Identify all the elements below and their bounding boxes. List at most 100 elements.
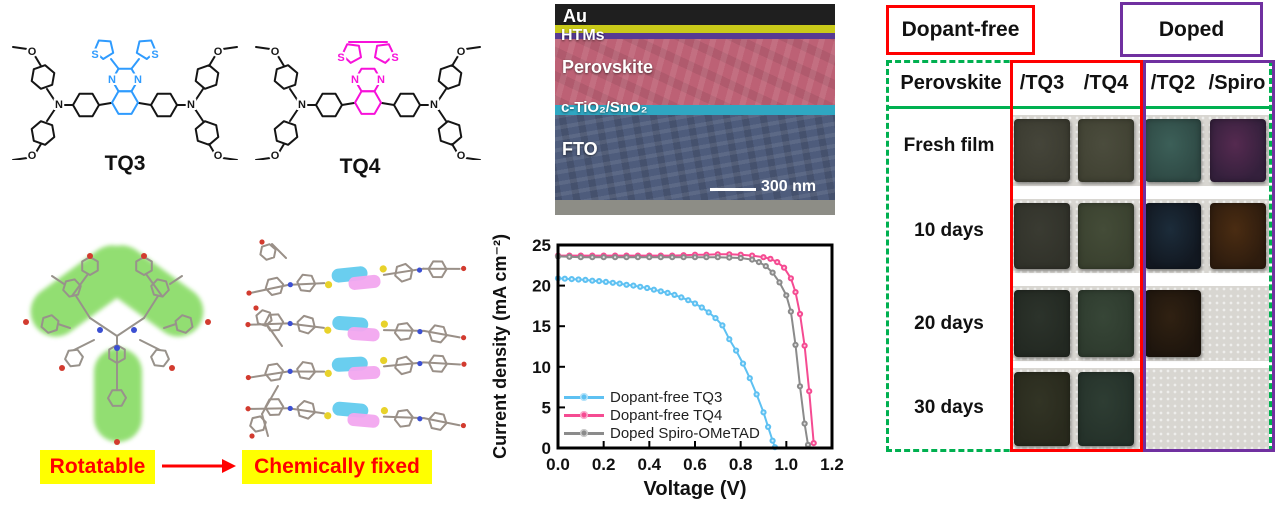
sem-tio2-sno2-layer: [555, 105, 835, 115]
chemically-fixed-label: Chemically fixed: [242, 450, 432, 484]
film-photo: [1210, 119, 1266, 182]
fixed-model: [228, 236, 480, 448]
scale-bar-label: 300 nm: [761, 178, 817, 195]
film-photo: [1014, 290, 1070, 357]
doped-group-box: Doped: [1120, 2, 1263, 57]
svg-text:N: N: [108, 74, 116, 86]
legend-item-tq3: Dopant-free TQ3: [564, 388, 760, 406]
sem-cross-section: Au HTMs Perovskite c-TiO₂/SnO₂ FTO 300 n…: [555, 4, 835, 215]
film-photo: [1145, 119, 1201, 182]
svg-text:S: S: [337, 52, 344, 64]
svg-text:15: 15: [532, 317, 551, 336]
svg-text:S: S: [91, 49, 98, 61]
legend-marker-tq3: [564, 392, 604, 401]
tq4-label: TQ4: [339, 155, 381, 178]
row-label-20days: 20 days: [914, 313, 984, 334]
svg-text:0.6: 0.6: [683, 455, 707, 474]
svg-text:0.8: 0.8: [729, 455, 753, 474]
legend-label-tq4: Dopant-free TQ4: [610, 406, 723, 424]
film-photo: [1014, 203, 1070, 269]
svg-text:0.4: 0.4: [638, 455, 662, 474]
svg-text:25: 25: [532, 236, 551, 255]
rotatable-label: Rotatable: [40, 450, 155, 484]
sem-label-fto: FTO: [562, 139, 598, 159]
tq3-label: TQ3: [104, 152, 146, 175]
svg-text:N: N: [430, 99, 438, 111]
legend-item-tq4: Dopant-free TQ4: [564, 406, 760, 424]
svg-text:O: O: [28, 46, 37, 58]
svg-text:Voltage (V): Voltage (V): [644, 478, 747, 500]
header-perovskite: Perovskite: [900, 72, 1002, 94]
sem-htm-layer: [555, 33, 835, 39]
svg-text:1.0: 1.0: [775, 455, 799, 474]
film-photo: [1014, 119, 1070, 182]
svg-text:O: O: [457, 46, 466, 58]
row-label-10days: 10 days: [914, 220, 984, 241]
svg-text:N: N: [134, 74, 142, 86]
row-label-fresh: Fresh film: [903, 135, 995, 156]
legend-marker-tq4: [564, 410, 604, 419]
svg-text:20: 20: [532, 277, 551, 296]
sem-fto-layer: [555, 115, 835, 200]
header-spiro: /Spiro: [1208, 72, 1266, 94]
svg-text:5: 5: [542, 398, 551, 417]
svg-text:O: O: [271, 46, 280, 58]
legend-marker-spiro: [564, 428, 604, 437]
svg-text:O: O: [28, 150, 37, 160]
photo-row-fresh: [1011, 115, 1269, 186]
film-photo: [1078, 290, 1134, 357]
stacked-molecule-model: [245, 239, 467, 439]
svg-text:O: O: [214, 150, 223, 160]
svg-text:N: N: [187, 99, 195, 111]
photo-row-30days: [1011, 368, 1269, 450]
legend-item-spiro: Doped Spiro-OMeTAD: [564, 424, 760, 442]
header-divider: [889, 106, 1269, 109]
chart-legend: Dopant-free TQ3 Dopant-free TQ4 Doped Sp…: [564, 388, 760, 442]
photo-row-10days: [1011, 199, 1269, 273]
sem-label-tio2-sno2: c-TiO₂/SnO₂: [561, 99, 648, 116]
film-photo: [1078, 119, 1134, 182]
sem-label-htms: HTMs: [561, 27, 605, 44]
film-photo: [1078, 372, 1134, 446]
header-tq2: /TQ2: [1150, 72, 1196, 94]
svg-text:N: N: [351, 74, 359, 86]
sem-bottom-substrate: [555, 200, 835, 215]
row-label-30days: 30 days: [914, 397, 984, 418]
svg-text:Current density (mA cm⁻²): Current density (mA cm⁻²): [490, 234, 510, 459]
stability-panel: Dopant-free Doped Perovskite /TQ3 /TQ4 /…: [886, 2, 1278, 462]
sem-au-layer: [555, 25, 835, 33]
legend-label-spiro: Doped Spiro-OMeTAD: [610, 424, 760, 442]
svg-text:N: N: [298, 99, 306, 111]
svg-text:O: O: [271, 150, 280, 160]
legend-label-tq3: Dopant-free TQ3: [610, 388, 723, 406]
jv-chart: 0.0 0.2 0.4 0.6 0.8 1.0 1.2 0 5 10 15 20 25 Voltage (…: [490, 233, 858, 518]
svg-text:S: S: [151, 49, 158, 61]
film-photo: [1014, 372, 1070, 446]
dopant-free-group-box: Dopant-free: [886, 5, 1035, 55]
scale-bar: [710, 188, 756, 191]
rotatable-model: [12, 236, 222, 448]
svg-text:0: 0: [542, 439, 551, 458]
jv-plot-area: 0.0 0.2 0.4 0.6 0.8 1.0 1.2 0 5 10 15 20 25 Voltage (…: [490, 234, 844, 500]
sem-top-dark-region: [555, 4, 835, 25]
tq3-structure: N O O N O O S S N N: [5, 28, 245, 160]
sem-label-perovskite: Perovskite: [562, 57, 654, 77]
svg-text:O: O: [214, 46, 223, 58]
sem-perovskite-layer: [555, 39, 835, 105]
red-arrow-icon: [162, 459, 236, 473]
rotatable-molecule-model: [23, 245, 211, 445]
svg-text:O: O: [457, 150, 466, 160]
film-photo: [1145, 290, 1201, 357]
svg-text:10: 10: [532, 358, 551, 377]
svg-text:0.0: 0.0: [546, 455, 570, 474]
sem-label-au: Au: [563, 6, 587, 26]
tq3-structure-drawing: N O O N O O S S N N: [12, 39, 238, 160]
header-tq3: /TQ3: [1019, 72, 1065, 94]
svg-text:N: N: [377, 74, 385, 86]
stability-table: Perovskite /TQ3 /TQ4 /TQ2 /Spiro: [886, 60, 1275, 452]
film-photo: [1210, 203, 1266, 269]
photo-row-20days: [1011, 286, 1269, 361]
